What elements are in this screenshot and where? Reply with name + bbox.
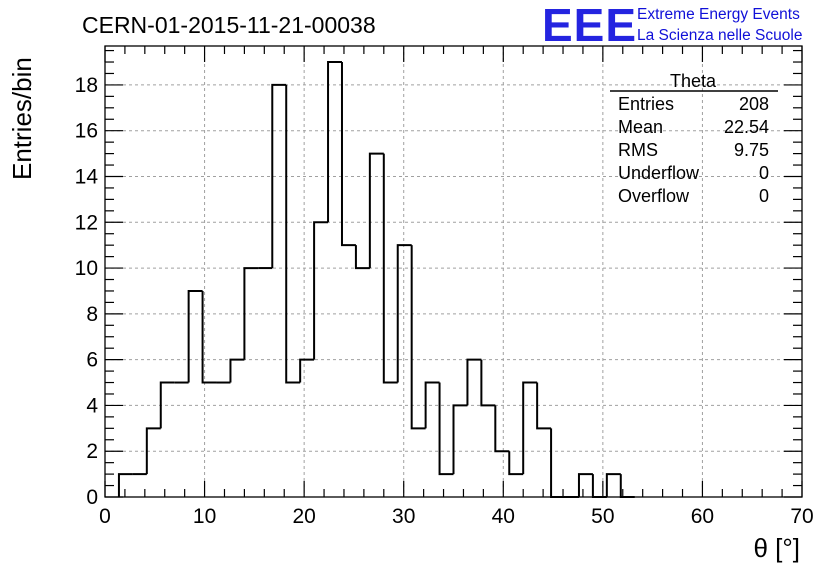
histogram-bin — [466, 358, 482, 406]
histogram-bars — [117, 61, 635, 498]
y-tick-label: 6 — [86, 349, 98, 372]
y-axis-label: Entries/bin — [7, 57, 37, 180]
histogram-bin — [229, 358, 245, 383]
x-tick-label: 20 — [292, 505, 315, 528]
histogram-bin — [340, 62, 356, 247]
histogram-bin — [117, 473, 133, 497]
histogram-bin — [271, 83, 287, 269]
histogram-bin — [536, 382, 552, 430]
y-tick-label: 12 — [75, 211, 98, 234]
stat-mean-label: Mean — [618, 117, 663, 137]
eee-logo: EEE — [542, 0, 637, 51]
histogram-bin — [480, 359, 496, 407]
y-tick-label: 2 — [86, 440, 98, 463]
stat-mean-value: 22.54 — [724, 117, 769, 137]
x-axis-label: θ [°] — [753, 533, 800, 563]
histogram-bin — [424, 381, 440, 429]
x-tick-label: 0 — [99, 505, 111, 528]
org-line-1: Extreme Energy Events — [637, 6, 800, 23]
histogram-bin — [299, 358, 315, 383]
histogram-bin — [285, 84, 301, 384]
y-tick-label: 10 — [75, 257, 98, 280]
histogram-bin — [605, 473, 621, 497]
histogram-bin — [494, 405, 510, 453]
histogram-bin — [354, 245, 370, 270]
x-tick-labels: 0 10 20 30 40 50 60 70 — [99, 505, 814, 528]
histogram-bin — [410, 245, 426, 430]
histogram-bin — [577, 473, 593, 497]
x-tick-label: 10 — [193, 505, 216, 528]
histogram-bin — [187, 289, 203, 383]
org-line-2: La Scienza nelle Scuole — [637, 27, 802, 44]
histogram-bin — [243, 267, 259, 360]
histogram-bin — [522, 381, 538, 475]
stats-box-title: Theta — [670, 71, 717, 91]
stat-rms-value: 9.75 — [734, 140, 769, 160]
stat-entries-label: Entries — [618, 94, 674, 114]
histogram-bin — [396, 244, 412, 383]
stat-overflow-label: Overflow — [618, 186, 690, 206]
x-tick-label: 70 — [790, 505, 813, 528]
y-tick-label: 0 — [86, 486, 98, 509]
histogram-bin — [368, 152, 384, 269]
stat-underflow-value: 0 — [759, 163, 769, 183]
histogram-bin — [508, 451, 524, 476]
histogram-bin — [382, 153, 398, 384]
histogram-bin — [327, 61, 342, 223]
axis-ticks — [104, 46, 803, 498]
y-tick-label: 18 — [75, 74, 98, 97]
histogram-bin — [145, 427, 161, 475]
y-tick-labels: 0 2 4 6 8 10 12 14 16 18 — [75, 74, 99, 509]
histogram-bin — [313, 221, 329, 360]
y-tick-label: 8 — [86, 303, 98, 326]
x-tick-label: 30 — [392, 505, 415, 528]
y-tick-label: 14 — [75, 165, 99, 188]
stat-rms-label: RMS — [618, 140, 658, 160]
histogram-bin — [438, 382, 454, 476]
histogram-bin — [452, 404, 468, 475]
histogram-bin — [550, 428, 566, 498]
x-tick-label: 50 — [591, 505, 614, 528]
plot-frame — [104, 45, 803, 498]
histogram-bin — [591, 474, 607, 498]
histogram-bin — [201, 290, 217, 384]
stat-entries-value: 208 — [739, 94, 769, 114]
stat-underflow-label: Underflow — [618, 163, 700, 183]
stat-overflow-value: 0 — [759, 186, 769, 206]
stats-box: Theta Entries 208 Mean 22.54 RMS 9.75 Un… — [610, 71, 778, 206]
x-tick-label: 60 — [691, 505, 714, 528]
run-title: CERN-01-2015-11-21-00038 — [82, 12, 376, 38]
y-tick-label: 4 — [86, 394, 98, 417]
x-tick-label: 40 — [492, 505, 515, 528]
histogram-bin — [159, 381, 175, 429]
y-tick-label: 16 — [75, 120, 98, 143]
